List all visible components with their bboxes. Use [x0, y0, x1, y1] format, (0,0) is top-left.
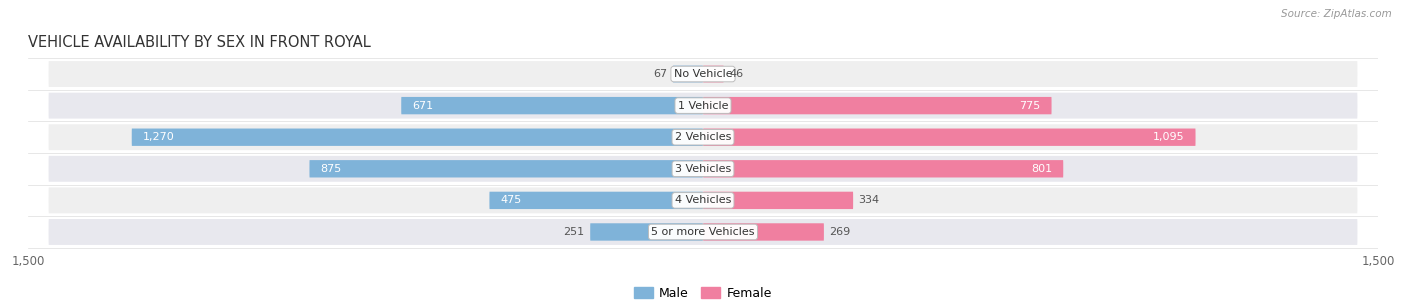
FancyBboxPatch shape [703, 97, 1052, 114]
FancyBboxPatch shape [49, 93, 1357, 118]
Text: 1,270: 1,270 [143, 132, 174, 142]
FancyBboxPatch shape [49, 61, 1357, 87]
Text: Source: ZipAtlas.com: Source: ZipAtlas.com [1281, 9, 1392, 19]
Text: 801: 801 [1031, 164, 1052, 174]
Text: 67: 67 [654, 69, 668, 79]
Text: 251: 251 [564, 227, 585, 237]
Text: VEHICLE AVAILABILITY BY SEX IN FRONT ROYAL: VEHICLE AVAILABILITY BY SEX IN FRONT ROY… [28, 35, 371, 50]
FancyBboxPatch shape [703, 129, 1195, 146]
FancyBboxPatch shape [401, 97, 703, 114]
FancyBboxPatch shape [132, 129, 703, 146]
FancyBboxPatch shape [309, 160, 703, 177]
FancyBboxPatch shape [703, 192, 853, 209]
FancyBboxPatch shape [703, 65, 724, 83]
Text: 269: 269 [830, 227, 851, 237]
Text: No Vehicle: No Vehicle [673, 69, 733, 79]
Text: 2 Vehicles: 2 Vehicles [675, 132, 731, 142]
Text: 3 Vehicles: 3 Vehicles [675, 164, 731, 174]
FancyBboxPatch shape [489, 192, 703, 209]
Text: 875: 875 [321, 164, 342, 174]
Text: 475: 475 [501, 195, 522, 205]
FancyBboxPatch shape [673, 65, 703, 83]
FancyBboxPatch shape [591, 223, 703, 241]
Text: 1 Vehicle: 1 Vehicle [678, 101, 728, 111]
FancyBboxPatch shape [49, 156, 1357, 182]
Text: 5 or more Vehicles: 5 or more Vehicles [651, 227, 755, 237]
Text: 334: 334 [859, 195, 880, 205]
Text: 46: 46 [730, 69, 744, 79]
Legend: Male, Female: Male, Female [634, 286, 772, 300]
Text: 671: 671 [412, 101, 433, 111]
FancyBboxPatch shape [49, 188, 1357, 213]
FancyBboxPatch shape [49, 219, 1357, 245]
Text: 1,095: 1,095 [1153, 132, 1184, 142]
FancyBboxPatch shape [703, 223, 824, 241]
FancyBboxPatch shape [49, 124, 1357, 150]
Text: 4 Vehicles: 4 Vehicles [675, 195, 731, 205]
Text: 775: 775 [1019, 101, 1040, 111]
FancyBboxPatch shape [703, 160, 1063, 177]
